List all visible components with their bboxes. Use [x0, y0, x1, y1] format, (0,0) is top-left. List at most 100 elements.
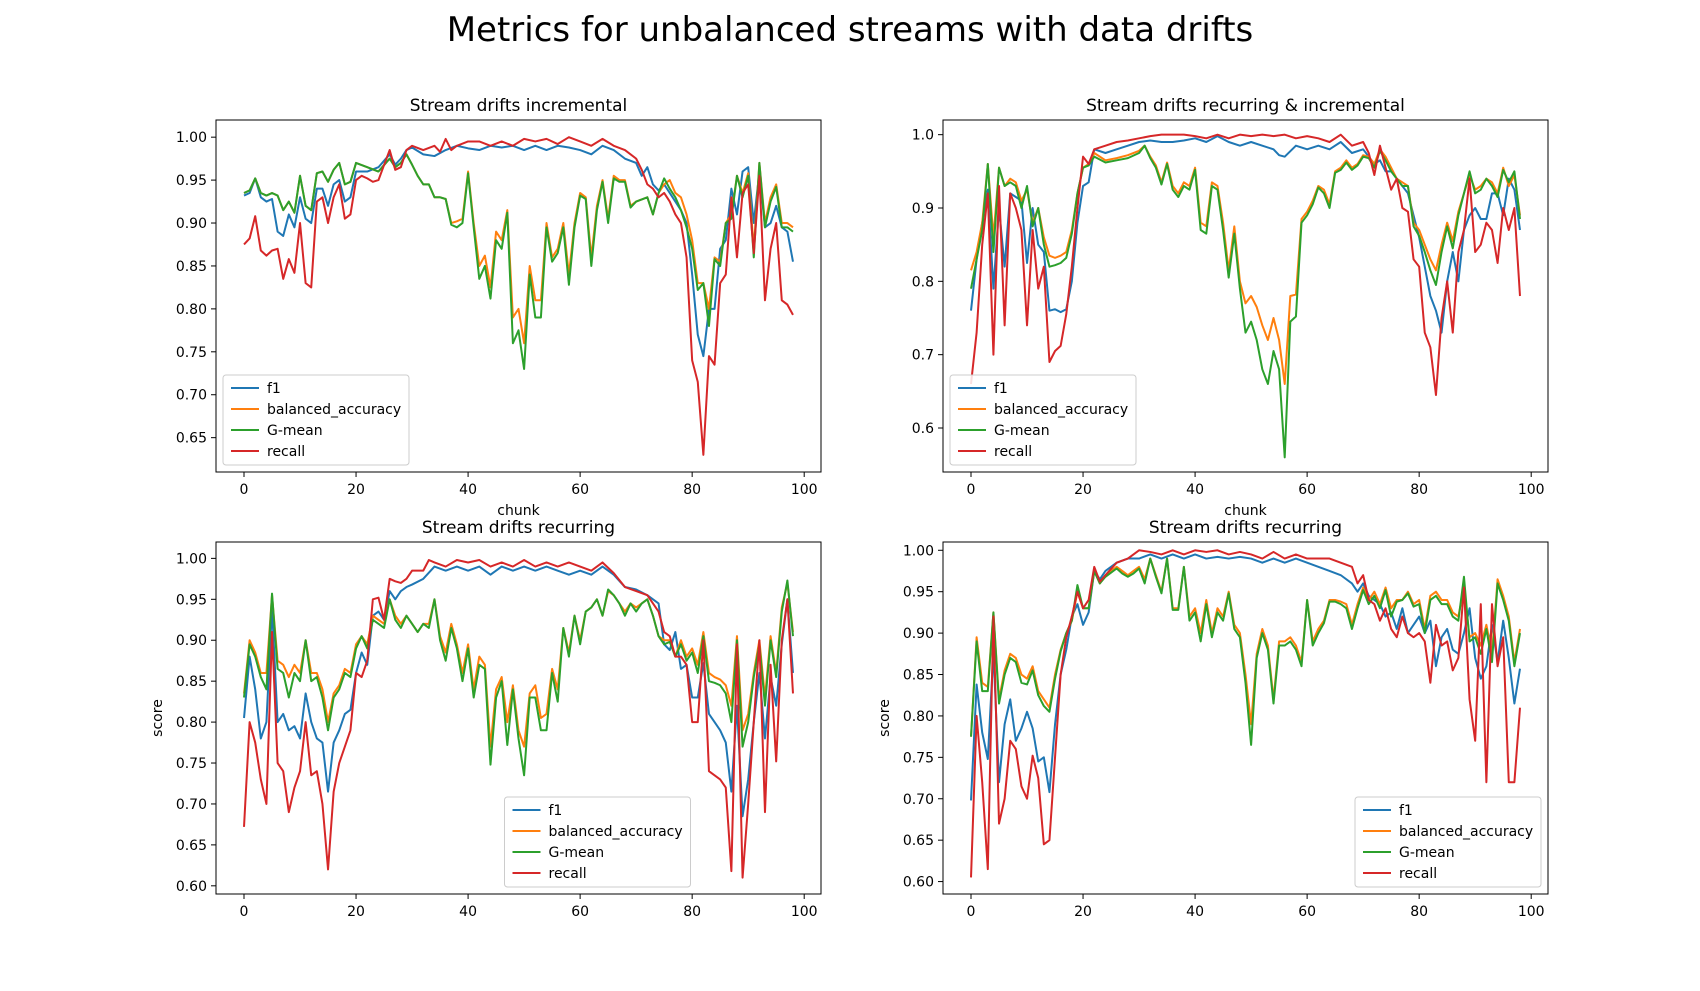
legend-label-G-mean: G-mean — [267, 423, 323, 439]
legend-label-recall: recall — [1399, 866, 1437, 882]
y-tick-label: 0.85 — [176, 259, 207, 275]
legend-label-G-mean: G-mean — [549, 845, 605, 861]
y-tick-label: 0.60 — [903, 875, 934, 891]
series-line-recall — [243, 136, 794, 456]
y-tick-label: 1.00 — [176, 130, 207, 146]
x-axis-label: chunk — [497, 503, 540, 519]
legend-label-f1: f1 — [267, 381, 281, 397]
series-line-G-mean — [243, 153, 794, 370]
x-tick-label: 40 — [1186, 482, 1204, 498]
legend-label-G-mean: G-mean — [994, 423, 1050, 439]
legend-label-f1: f1 — [1399, 803, 1413, 819]
series-line-G-mean — [970, 144, 1521, 459]
x-tick-label: 40 — [1186, 904, 1204, 920]
subplot-title: Stream drifts recurring & incremental — [1086, 96, 1405, 116]
legend-label-recall: recall — [549, 866, 587, 882]
series-line-G-mean — [970, 557, 1521, 746]
y-tick-label: 0.70 — [176, 388, 207, 404]
subplot-title: Stream drifts recurring — [1149, 518, 1342, 538]
x-tick-label: 20 — [347, 482, 365, 498]
series-line-balanced_accuracy — [970, 557, 1521, 737]
subplot-1: 0 20 40 60 80 100 0.65 0.70 0.75 0.80 0.85 0.90 0.95… — [176, 96, 822, 519]
y-tick-label: 0.7 — [912, 348, 934, 364]
legend-box — [949, 374, 1137, 466]
x-tick-label: 60 — [1298, 482, 1316, 498]
legend-label-balanced_accuracy: balanced_accuracy — [549, 824, 683, 840]
x-tick-label: 80 — [683, 482, 701, 498]
series-line-recall — [970, 549, 1521, 878]
y-tick-label: 0.6 — [912, 421, 934, 437]
x-tick-label: 100 — [1518, 482, 1545, 498]
axes-frame — [942, 541, 1549, 895]
y-tick-label: 0.8 — [912, 274, 934, 290]
y-tick-label: 1.00 — [903, 543, 934, 559]
x-tick-label: 20 — [1074, 904, 1092, 920]
subplot-title: Stream drifts recurring — [422, 518, 615, 538]
subplot-3: 0 20 40 60 80 100 0.60 0.65 0.70 0.75 0.80 0.85 0.90… — [150, 518, 822, 920]
legend: f1 balanced_accuracy G-mean recall — [222, 374, 410, 466]
axes-frame — [215, 119, 822, 473]
legend-label-balanced_accuracy: balanced_accuracy — [1399, 824, 1533, 840]
y-axis-label: score — [877, 699, 893, 737]
x-tick-label: 100 — [791, 482, 818, 498]
series-line-f1 — [243, 565, 794, 818]
y-tick-label: 0.70 — [176, 797, 207, 813]
series-line-f1 — [970, 135, 1521, 334]
x-tick-label: 80 — [1410, 904, 1428, 920]
x-tick-label: 80 — [1410, 482, 1428, 498]
x-tick-label: 40 — [459, 904, 477, 920]
y-tick-label: 0.80 — [176, 302, 207, 318]
legend-label-recall: recall — [994, 444, 1032, 460]
y-tick-label: 0.90 — [903, 626, 934, 642]
legend-box — [504, 796, 691, 888]
y-tick-label: 0.95 — [903, 585, 934, 601]
y-axis-label: score — [150, 699, 166, 737]
y-tick-label: 0.75 — [176, 345, 207, 361]
y-tick-label: 0.60 — [176, 879, 207, 895]
series-line-G-mean — [243, 579, 794, 777]
y-tick-label: 0.75 — [903, 750, 934, 766]
x-tick-label: 60 — [1298, 904, 1316, 920]
legend: f1 balanced_accuracy G-mean recall — [949, 374, 1137, 466]
y-tick-label: 1.00 — [176, 551, 207, 567]
y-tick-label: 0.95 — [176, 173, 207, 189]
x-tick-label: 20 — [1074, 482, 1092, 498]
axes-frame — [942, 119, 1549, 473]
legend-box — [1354, 796, 1542, 888]
subplot-4: 0 20 40 60 80 100 0.60 0.65 0.70 0.75 0.80 0.85 0.90… — [877, 518, 1549, 920]
legend-label-f1: f1 — [549, 803, 563, 819]
legend: f1 balanced_accuracy G-mean recall — [504, 796, 691, 888]
x-tick-label: 60 — [571, 482, 589, 498]
legend-label-f1: f1 — [994, 381, 1008, 397]
series-line-balanced_accuracy — [970, 144, 1521, 385]
x-tick-label: 80 — [683, 904, 701, 920]
x-tick-label: 40 — [459, 482, 477, 498]
legend: f1 balanced_accuracy G-mean recall — [1354, 796, 1542, 888]
y-tick-label: 0.95 — [176, 592, 207, 608]
legend-label-G-mean: G-mean — [1399, 845, 1455, 861]
series-line-recall — [243, 559, 794, 879]
y-tick-label: 0.90 — [176, 633, 207, 649]
y-tick-label: 0.85 — [903, 668, 934, 684]
x-tick-label: 100 — [1518, 904, 1545, 920]
legend-label-balanced_accuracy: balanced_accuracy — [994, 402, 1128, 418]
x-tick-label: 60 — [571, 904, 589, 920]
series-line-recall — [970, 133, 1521, 396]
x-tick-label: 100 — [791, 904, 818, 920]
legend-label-recall: recall — [267, 444, 305, 460]
legend-label-balanced_accuracy: balanced_accuracy — [267, 402, 401, 418]
y-tick-label: 1.0 — [912, 128, 934, 144]
axes-frame — [215, 541, 822, 895]
y-tick-label: 0.85 — [176, 674, 207, 690]
legend-box — [222, 374, 410, 466]
x-tick-label: 0 — [967, 482, 976, 498]
subplot-title: Stream drifts incremental — [410, 96, 628, 116]
x-axis-label: chunk — [1224, 503, 1267, 519]
y-tick-label: 0.65 — [176, 838, 207, 854]
y-tick-label: 0.80 — [176, 715, 207, 731]
y-tick-label: 0.65 — [903, 833, 934, 849]
figure-title: Metrics for unbalanced streams with data… — [446, 10, 1254, 50]
y-tick-label: 0.9 — [912, 201, 934, 217]
series-line-f1 — [970, 553, 1521, 801]
